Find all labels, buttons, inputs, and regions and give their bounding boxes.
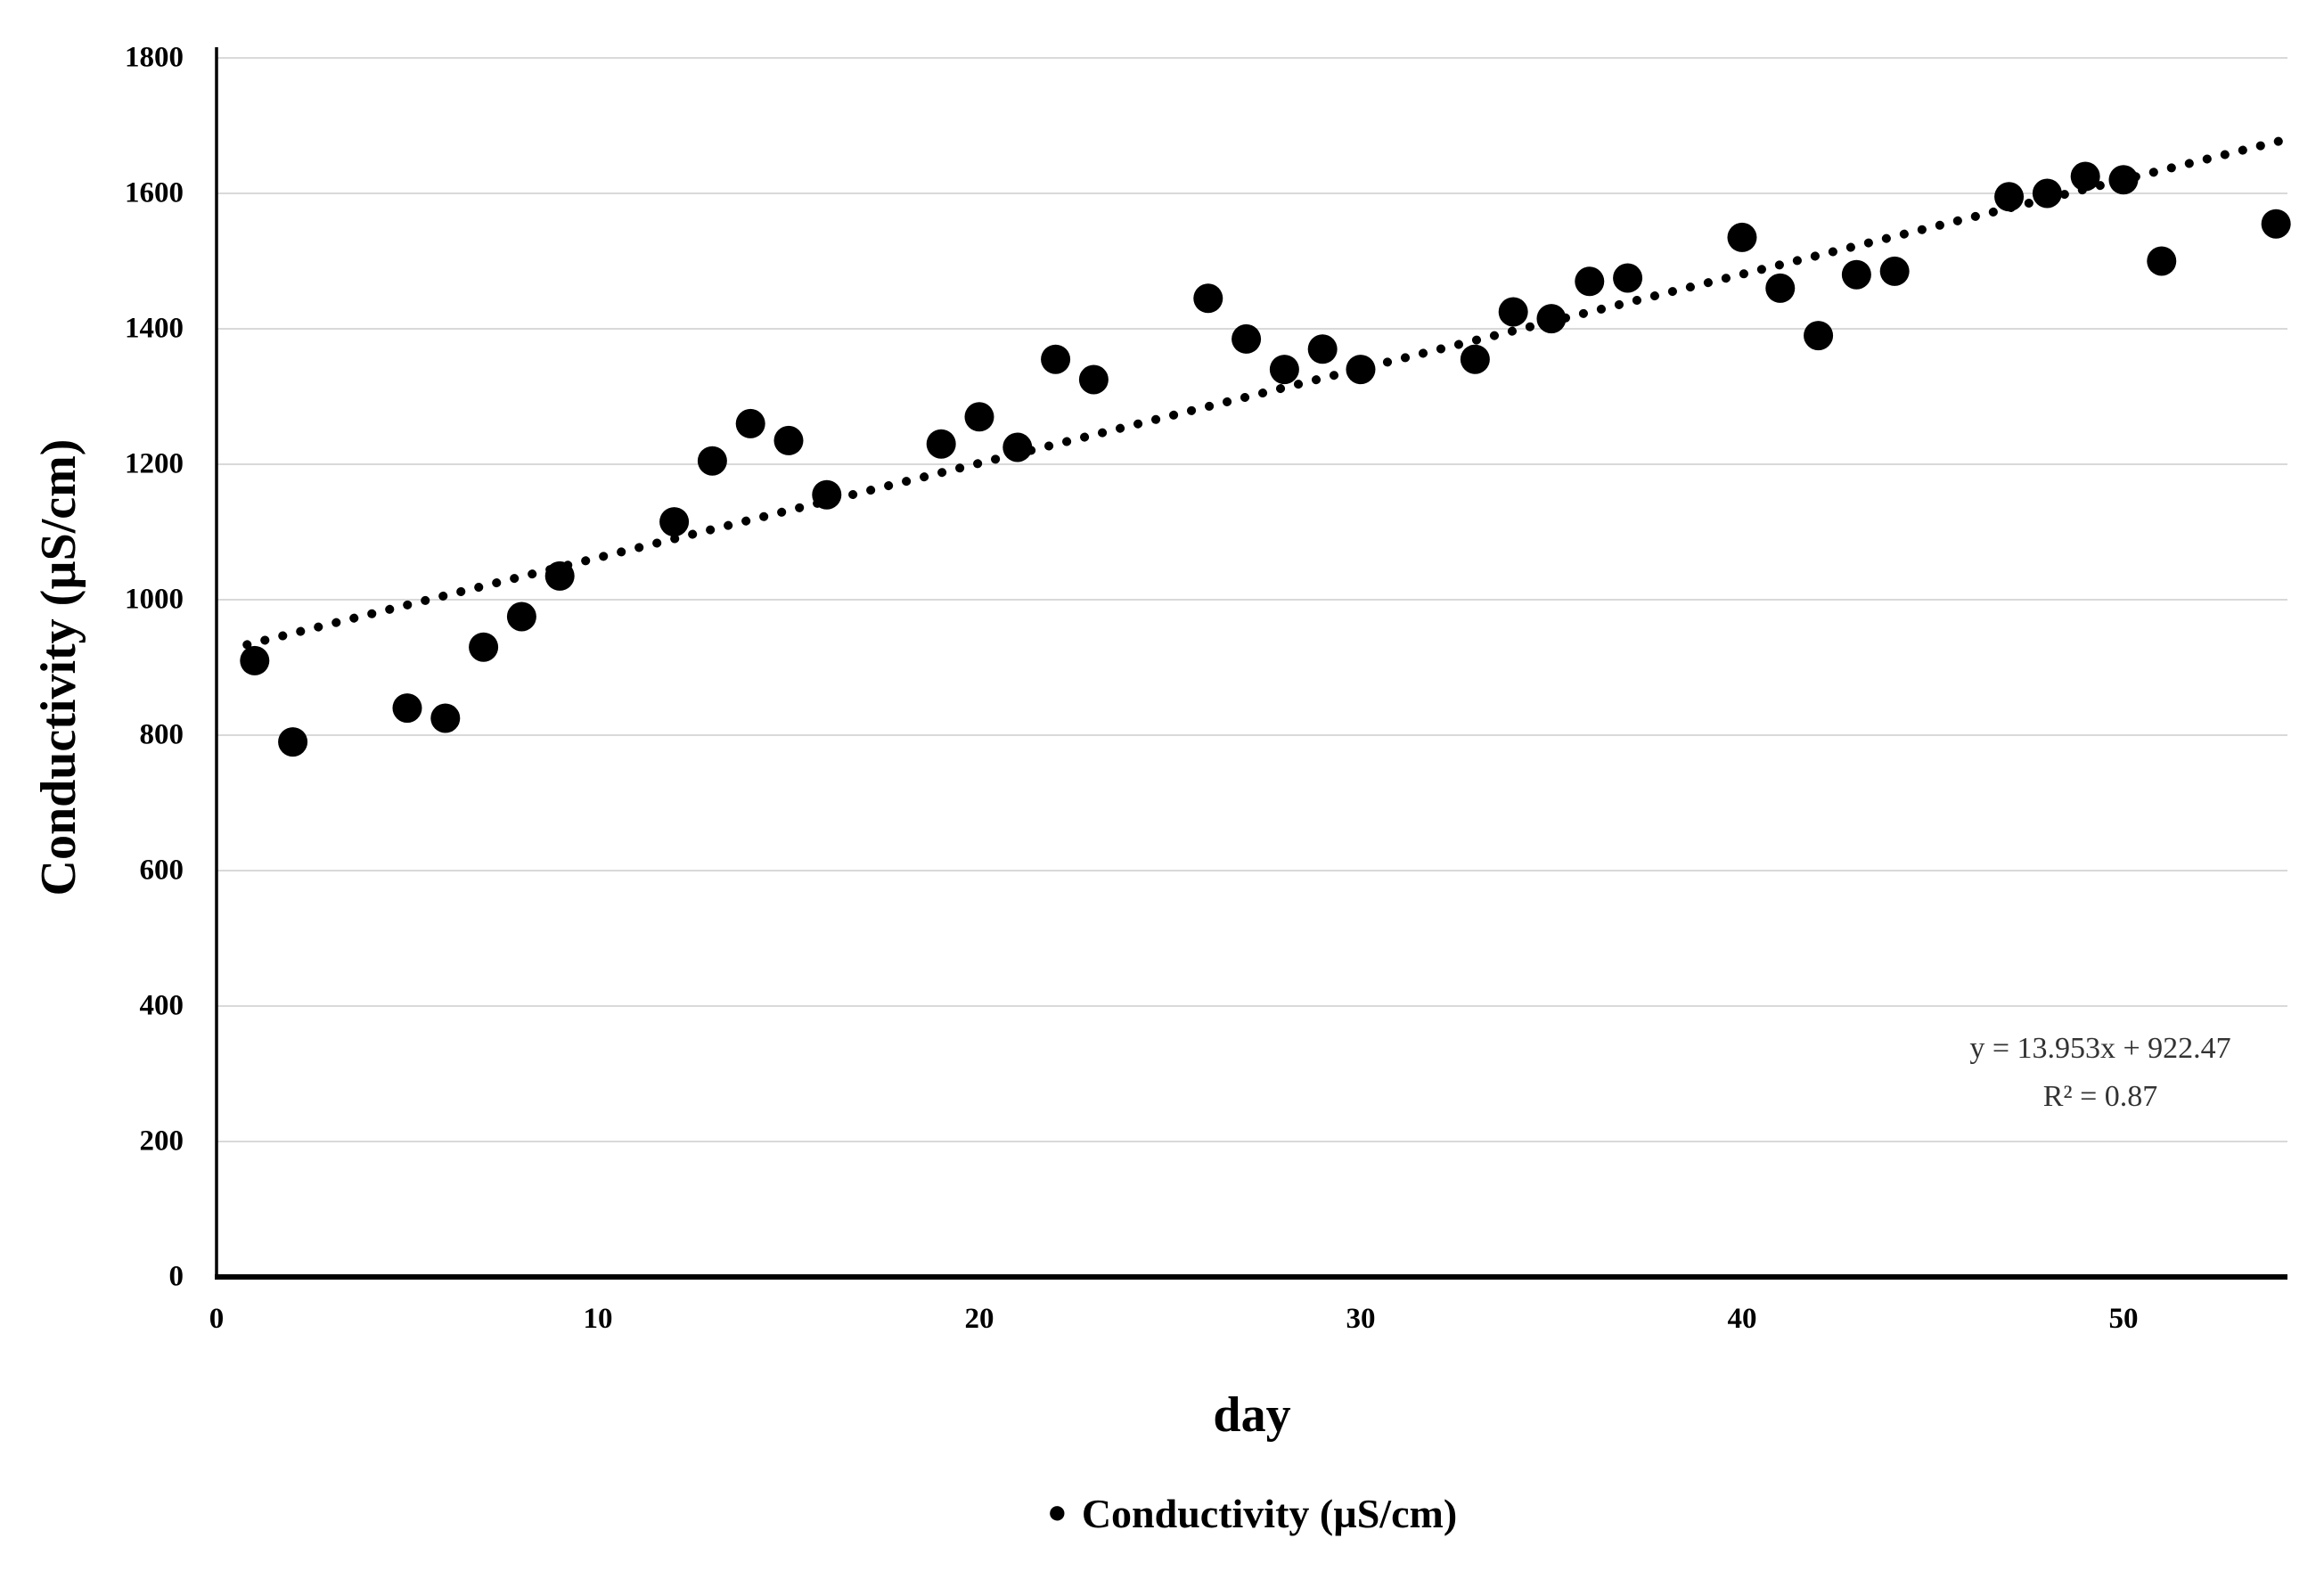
y-tick-label: 1200 (125, 447, 184, 480)
data-point (1232, 323, 1262, 354)
x-tick-label: 30 (1346, 1303, 1376, 1335)
legend-label: Conductivity (µS/cm) (1081, 1491, 1458, 1536)
data-point (773, 425, 804, 455)
data-point (2261, 209, 2291, 239)
r-squared-label: R² = 0.87 (2042, 1080, 2158, 1114)
data-point (1841, 259, 1871, 290)
data-point (544, 560, 575, 591)
data-point (2032, 178, 2062, 209)
x-tick-label: 40 (1727, 1303, 1757, 1335)
y-tick-label: 200 (139, 1125, 184, 1158)
trendline-equation: y = 13.953x + 922.47 (1969, 1032, 2231, 1065)
data-point (2070, 161, 2100, 192)
trendline-annotation: y = 13.953x + 922.47 R² = 0.87 (1969, 1025, 2230, 1122)
x-tick-label: 0 (209, 1303, 225, 1335)
data-point (392, 693, 422, 724)
x-axis-title: day (1213, 1387, 1291, 1443)
data-point (1460, 344, 1490, 374)
data-point (1994, 182, 2025, 212)
data-point (2147, 246, 2177, 276)
data-point (1727, 222, 1757, 252)
y-axis-title: Conductivity (µS/cm) (31, 438, 86, 896)
y-tick-label: 800 (139, 718, 184, 751)
x-tick-label: 10 (583, 1303, 613, 1335)
y-tick-label: 600 (139, 854, 184, 887)
data-point (278, 727, 308, 757)
data-point (926, 429, 956, 459)
data-point (1346, 355, 1376, 385)
data-point (1613, 263, 1643, 293)
legend: ● Conductivity (µS/cm) (1047, 1490, 1457, 1537)
data-point (1078, 364, 1109, 395)
data-point (240, 645, 270, 675)
data-point (1307, 334, 1338, 364)
data-point (1193, 283, 1223, 314)
y-tick-label: 1400 (125, 312, 184, 345)
data-point (812, 479, 842, 510)
x-tick-label: 50 (2108, 1303, 2139, 1335)
data-point (1498, 297, 1528, 327)
y-tick-label: 1600 (125, 176, 184, 209)
y-tick-label: 0 (168, 1260, 184, 1293)
data-point (1041, 344, 1071, 374)
data-point (659, 507, 690, 537)
y-tick-label: 1800 (125, 41, 184, 74)
data-point (469, 632, 499, 662)
x-tick-label: 20 (964, 1303, 994, 1335)
trendline (242, 136, 2285, 650)
data-point (697, 446, 727, 476)
data-point (506, 601, 536, 632)
data-point (1804, 321, 1834, 351)
y-tick-label: 1000 (125, 583, 184, 616)
data-point (2108, 165, 2139, 195)
data-point (1002, 432, 1033, 462)
data-point (735, 408, 765, 438)
filled-circle-marker-icon: ● (1046, 1493, 1068, 1531)
data-point (964, 402, 994, 432)
data-point (1536, 304, 1567, 334)
data-point (430, 703, 461, 733)
y-tick-label: 400 (139, 989, 184, 1022)
data-point (1879, 256, 1910, 286)
data-point (1765, 273, 1796, 303)
data-point (1269, 355, 1299, 385)
data-point (1575, 266, 1605, 297)
